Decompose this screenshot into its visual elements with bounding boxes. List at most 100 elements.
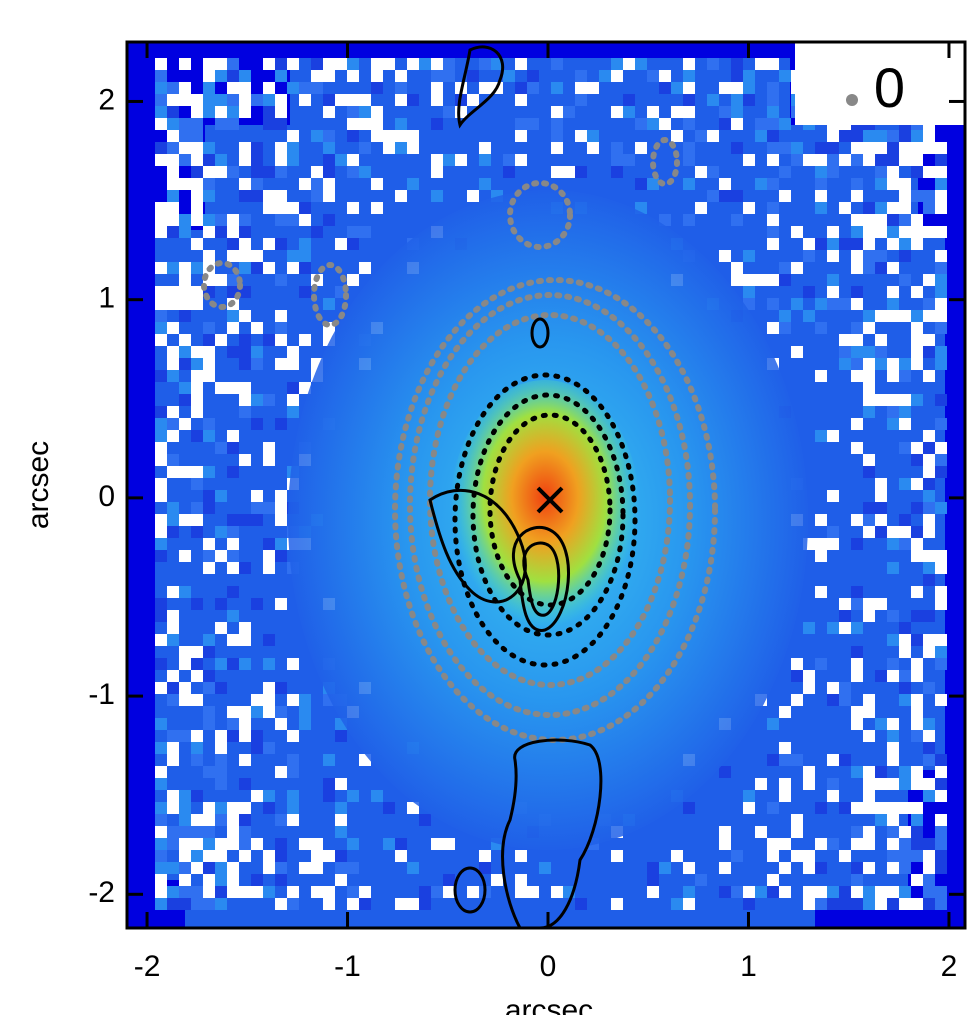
speckle xyxy=(923,142,935,154)
speckle xyxy=(179,658,191,670)
speckle xyxy=(311,838,323,850)
speckle xyxy=(431,58,443,70)
speckle xyxy=(911,586,923,598)
speckle xyxy=(155,538,167,550)
speckle xyxy=(887,154,899,166)
speckle xyxy=(923,550,935,562)
speckle xyxy=(839,898,851,910)
speckle xyxy=(287,214,299,226)
speckle xyxy=(287,262,299,274)
speckle xyxy=(923,442,935,454)
speckle xyxy=(275,550,287,562)
speckle xyxy=(203,190,215,202)
speckle xyxy=(167,346,179,358)
speckle xyxy=(251,346,263,358)
speckle xyxy=(491,58,503,70)
speckle xyxy=(167,862,179,874)
speckle xyxy=(887,670,899,682)
speckle xyxy=(155,514,167,526)
speckle xyxy=(191,406,203,418)
speckle xyxy=(275,238,287,250)
speckle xyxy=(335,814,347,826)
speckle xyxy=(251,166,263,178)
speckle xyxy=(791,262,803,274)
speckle xyxy=(215,106,227,118)
speckle xyxy=(227,730,239,742)
speckle xyxy=(167,358,179,370)
speckle xyxy=(731,58,743,70)
speckle xyxy=(851,358,863,370)
speckle xyxy=(299,214,311,226)
speckle xyxy=(551,142,563,154)
speckle xyxy=(167,82,179,94)
speckle xyxy=(239,334,251,346)
speckles xyxy=(155,58,947,910)
speckle xyxy=(323,214,335,226)
speckle xyxy=(827,526,839,538)
speckle xyxy=(839,886,851,898)
speckle xyxy=(695,202,707,214)
speckle xyxy=(899,370,911,382)
speckle xyxy=(719,82,731,94)
speckle xyxy=(227,58,239,70)
speckle xyxy=(887,226,899,238)
speckle xyxy=(227,226,239,238)
speckle xyxy=(767,82,779,94)
speckle xyxy=(215,886,227,898)
speckle xyxy=(923,682,935,694)
speckle xyxy=(551,58,563,70)
speckle xyxy=(323,94,335,106)
speckle xyxy=(743,202,755,214)
speckle xyxy=(611,850,623,862)
speckle xyxy=(299,94,311,106)
speckle xyxy=(935,154,947,166)
speckle xyxy=(347,862,359,874)
speckle xyxy=(647,862,659,874)
speckle xyxy=(803,886,815,898)
speckle xyxy=(803,682,815,694)
speckle xyxy=(875,502,887,514)
speckle xyxy=(155,826,167,838)
speckle xyxy=(911,610,923,622)
speckle xyxy=(287,202,299,214)
speckle xyxy=(923,226,935,238)
speckle xyxy=(239,454,251,466)
speckle xyxy=(179,154,191,166)
speckle xyxy=(911,718,923,730)
speckle xyxy=(911,814,923,826)
speckle xyxy=(179,790,191,802)
speckle xyxy=(275,874,287,886)
speckle xyxy=(887,850,899,862)
speckle xyxy=(779,70,791,82)
speckle xyxy=(923,790,935,802)
speckle xyxy=(935,562,947,574)
speckle xyxy=(863,886,875,898)
speckle xyxy=(911,502,923,514)
speckle xyxy=(287,142,299,154)
speckle xyxy=(779,322,791,334)
speckle xyxy=(239,634,251,646)
speckle xyxy=(227,838,239,850)
speckle xyxy=(887,130,899,142)
speckle xyxy=(827,490,839,502)
speckle xyxy=(323,154,335,166)
speckle xyxy=(887,142,899,154)
speckle xyxy=(875,154,887,166)
speckle xyxy=(935,274,947,286)
x-tick-label: 0 xyxy=(540,950,557,983)
speckle xyxy=(299,862,311,874)
speckle xyxy=(419,58,431,70)
speckle xyxy=(167,178,179,190)
speckle xyxy=(167,670,179,682)
speckle xyxy=(275,274,287,286)
speckle xyxy=(515,874,527,886)
speckle xyxy=(575,166,587,178)
speckle xyxy=(779,862,791,874)
speckle xyxy=(515,154,527,166)
speckle xyxy=(827,754,839,766)
speckle xyxy=(167,370,179,382)
speckle xyxy=(275,598,287,610)
speckle xyxy=(155,766,167,778)
speckle xyxy=(827,886,839,898)
speckle xyxy=(155,202,167,214)
